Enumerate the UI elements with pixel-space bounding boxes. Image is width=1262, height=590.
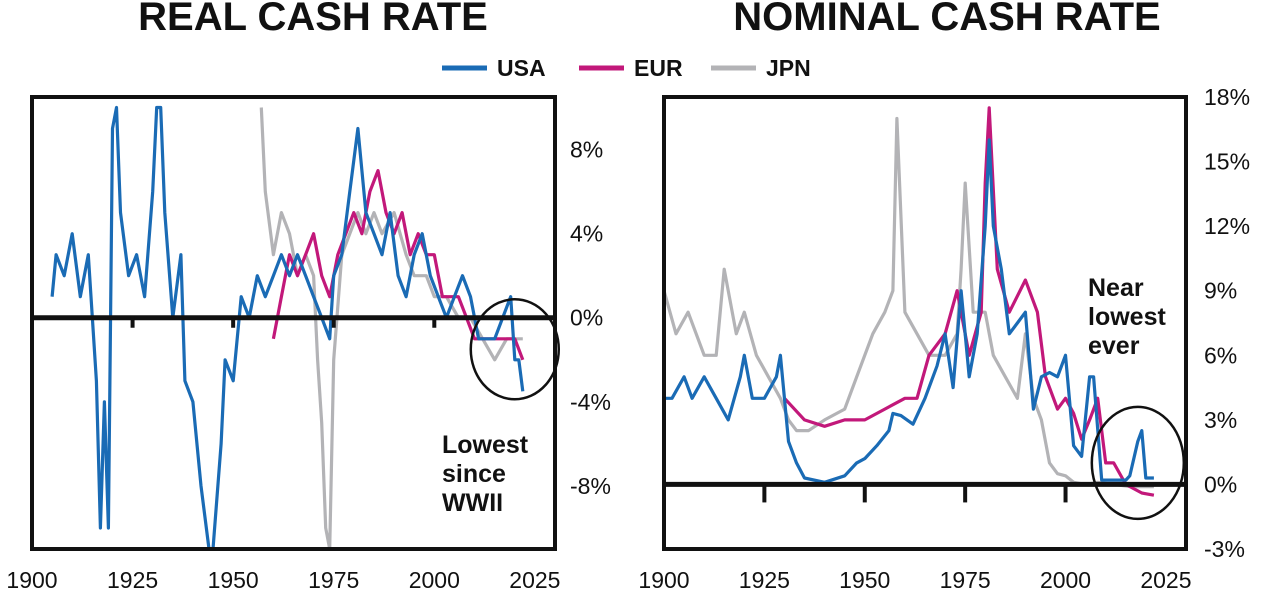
- x-tick-label: 1950: [208, 567, 259, 590]
- nominal-annotation-line: ever: [1088, 332, 1140, 360]
- real-annotation-line: Lowest: [442, 431, 529, 459]
- nominal-annotation-line: Near: [1088, 274, 1144, 302]
- real-x-axis: 1900 1925 1950 1975 2000 2025: [6, 567, 560, 590]
- x-tick-label: 1925: [739, 567, 790, 590]
- x-tick-label: 1900: [638, 567, 689, 590]
- y-tick-label: 4%: [570, 221, 603, 247]
- series-line-usa: [664, 138, 1154, 484]
- nominal-annotation-text: Near lowest ever: [1088, 274, 1173, 360]
- x-tick-label: 2025: [1140, 567, 1191, 590]
- x-tick-label: 2000: [409, 567, 460, 590]
- y-tick-label: 12%: [1204, 213, 1250, 239]
- series-line-eur: [783, 106, 1155, 497]
- nominal-cash-rate-chart: 18% 15% 12% 9% 6% 3% 0% -3% 1900 1925 1950 1975 200…: [638, 84, 1250, 590]
- left-chart-title: REAL CASH RATE: [138, 0, 488, 39]
- series-line-jpn: [664, 116, 1154, 489]
- x-tick-label: 1975: [308, 567, 359, 590]
- nominal-y-axis: 18% 15% 12% 9% 6% 3% 0% -3%: [1204, 84, 1250, 562]
- nominal-series-group: [664, 106, 1155, 497]
- y-tick-label: -8%: [570, 473, 611, 499]
- x-tick-label: 1975: [940, 567, 991, 590]
- legend-label-jpn: JPN: [766, 55, 811, 81]
- series-line-usa: [50, 105, 525, 549]
- real-annotation-circle: [469, 298, 561, 401]
- x-tick-label: 2000: [1040, 567, 1091, 590]
- y-tick-label: 0%: [570, 305, 603, 331]
- y-tick-label: 8%: [570, 137, 603, 163]
- y-tick-label: 0%: [1204, 471, 1237, 497]
- real-annotation-line: since: [442, 460, 506, 488]
- nominal-zero-tickmarks: [762, 484, 1068, 503]
- y-tick-label: 6%: [1204, 342, 1237, 368]
- real-plot-frame: [30, 95, 557, 551]
- nominal-x-axis: 1900 1925 1950 1975 2000 2025: [638, 567, 1191, 590]
- y-tick-label: -4%: [570, 389, 611, 415]
- real-annotation-line: WWII: [442, 489, 503, 517]
- nominal-plot-frame: [662, 95, 1188, 551]
- real-cash-rate-chart: 8% 4% 0% -4% -8% 1900 1925 1950 1975 2000 2025 Lo…: [6, 95, 611, 590]
- right-chart-title: NOMINAL CASH RATE: [733, 0, 1160, 39]
- legend: USA EUR JPN: [442, 55, 811, 81]
- nominal-annotation-circle: [1090, 405, 1186, 521]
- y-tick-label: -3%: [1204, 536, 1245, 562]
- y-tick-label: 3%: [1204, 407, 1237, 433]
- x-tick-label: 1925: [107, 567, 158, 590]
- x-tick-label: 2025: [509, 567, 560, 590]
- legend-label-usa: USA: [497, 55, 546, 81]
- y-tick-label: 15%: [1204, 149, 1250, 175]
- y-tick-label: 18%: [1204, 84, 1250, 110]
- real-y-axis: 8% 4% 0% -4% -8%: [570, 137, 611, 499]
- y-tick-label: 9%: [1204, 278, 1237, 304]
- real-annotation-text: Lowest since WWII: [442, 431, 535, 517]
- x-tick-label: 1950: [839, 567, 890, 590]
- real-zero-tickmarks: [130, 315, 437, 328]
- nominal-annotation-line: lowest: [1088, 303, 1166, 331]
- legend-label-eur: EUR: [634, 55, 683, 81]
- x-tick-label: 1900: [6, 567, 57, 590]
